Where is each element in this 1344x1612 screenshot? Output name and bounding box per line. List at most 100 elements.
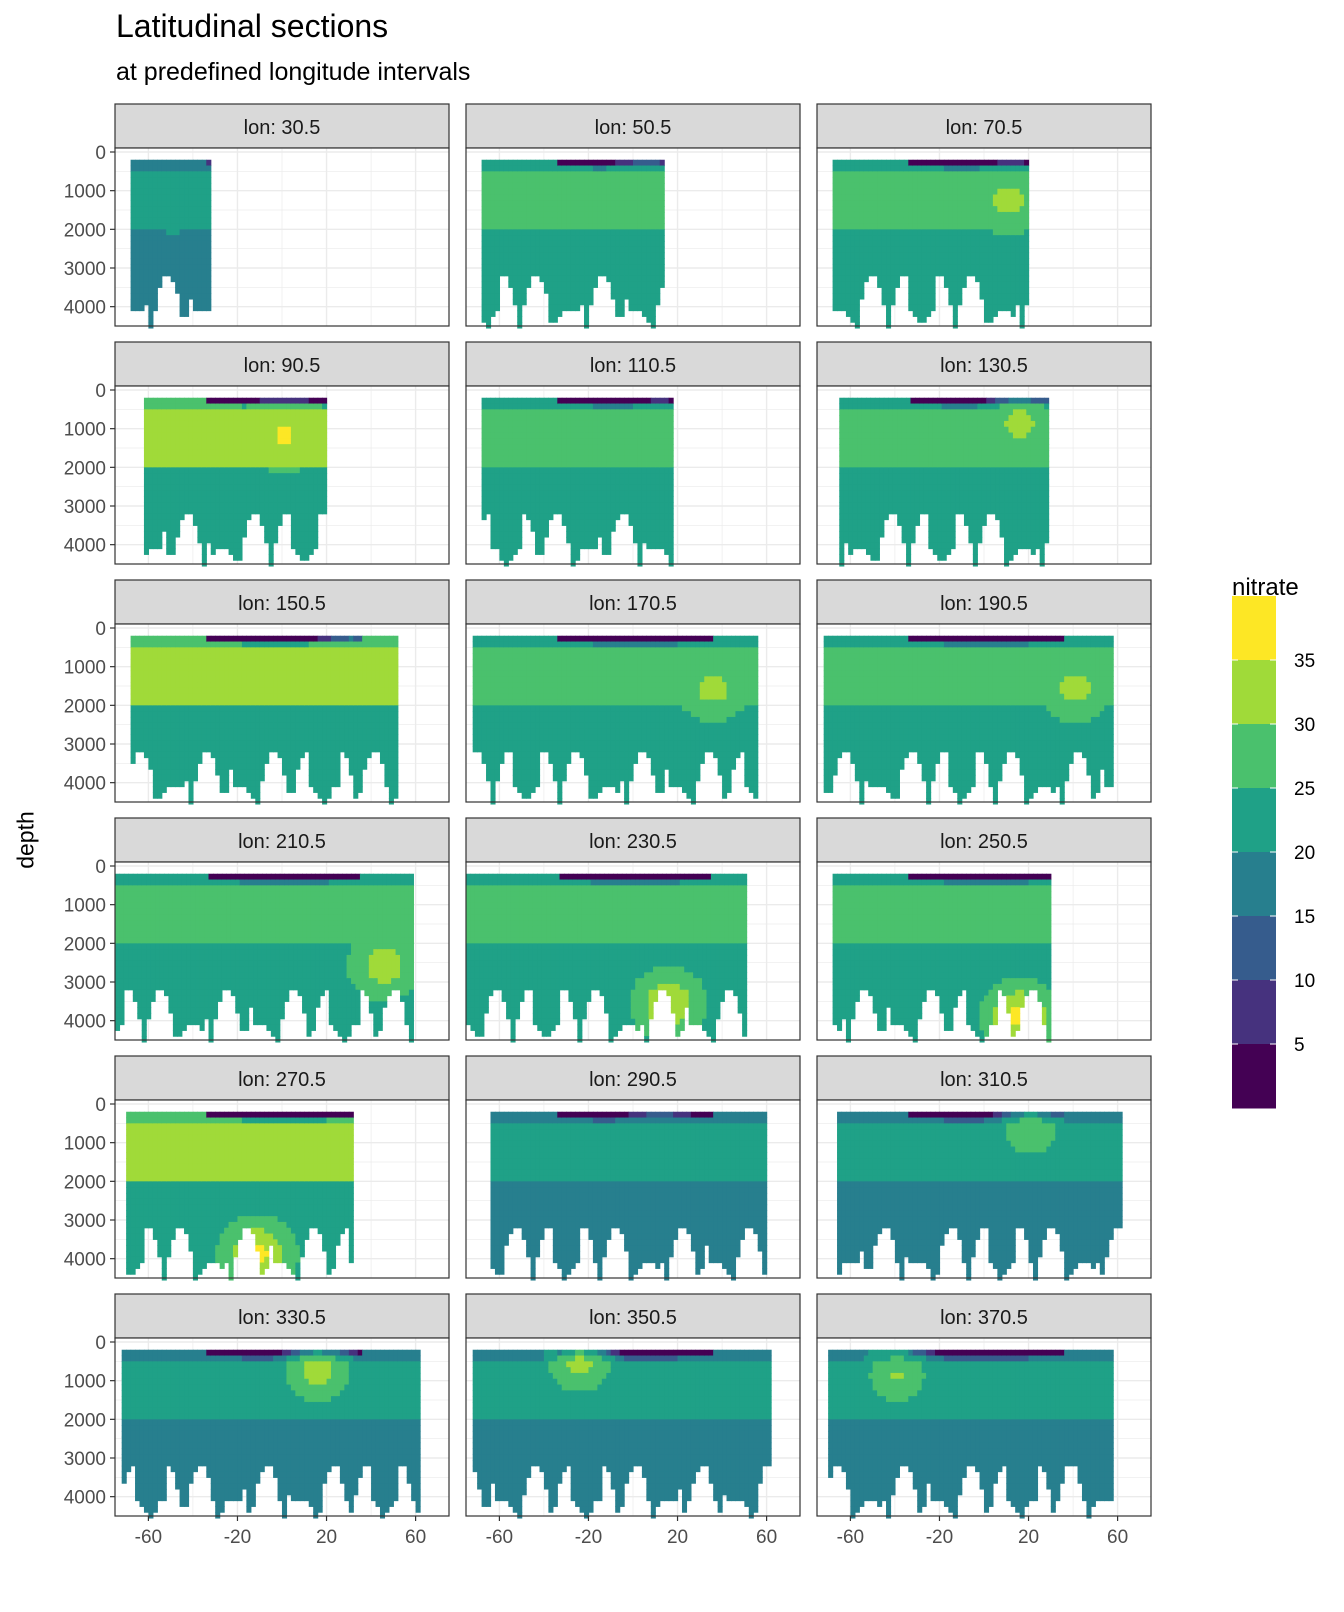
heatmap-cell [166, 195, 171, 201]
heatmap-cell [584, 229, 589, 235]
heatmap-cell [584, 311, 589, 317]
heatmap-cell [1015, 247, 1020, 253]
heatmap-cell [864, 212, 869, 218]
heatmap-cell [588, 473, 593, 479]
heatmap-cell [882, 258, 887, 264]
heatmap-cell [864, 229, 869, 235]
heatmap-cell [853, 473, 858, 479]
heatmap-cell [651, 206, 656, 212]
heatmap-cell [553, 287, 558, 293]
heatmap-cell [611, 253, 616, 259]
heatmap-cell [1002, 195, 1007, 201]
heatmap-cell [562, 415, 567, 421]
heatmap-cell [664, 520, 669, 526]
heatmap-cell [862, 531, 867, 537]
heatmap-cell [877, 282, 882, 288]
heatmap-cell [904, 270, 909, 276]
heatmap-cell [522, 212, 527, 218]
heatmap-cell [233, 409, 238, 415]
heatmap-cell [575, 247, 580, 253]
heatmap-cell [615, 299, 620, 305]
heatmap-cell [517, 543, 522, 549]
heatmap-cell [642, 311, 647, 317]
heatmap-cell [548, 485, 553, 491]
heatmap-cell [273, 508, 278, 514]
heatmap-cell [846, 311, 851, 317]
heatmap-cell [646, 520, 651, 526]
heatmap-cell [602, 229, 607, 235]
heatmap-cell [868, 195, 873, 201]
heatmap-cell [508, 502, 513, 508]
heatmap-cell [508, 212, 513, 218]
heatmap-cell [486, 200, 491, 206]
heatmap-cell [1024, 293, 1029, 299]
heatmap-cell [584, 189, 589, 195]
heatmap-cell [873, 264, 878, 270]
heatmap-cell [1020, 224, 1025, 230]
heatmap-cell [153, 282, 158, 288]
heatmap-cell [620, 409, 625, 415]
heatmap-cell [508, 200, 513, 206]
heatmap-cell [895, 171, 900, 177]
heatmap-cell [269, 409, 274, 415]
heatmap-cell [499, 554, 504, 560]
heatmap-cell [526, 241, 531, 247]
heatmap-cell [197, 212, 202, 218]
heatmap-cell [841, 218, 846, 224]
heatmap-cell [853, 456, 858, 462]
heatmap-cell [522, 462, 527, 468]
heatmap-cell [642, 525, 647, 531]
heatmap-cell [309, 531, 314, 537]
heatmap-cell [571, 502, 576, 508]
heatmap-cell [642, 189, 647, 195]
heatmap-cell [597, 473, 602, 479]
heatmap-cell [864, 206, 869, 212]
heatmap-cell [633, 421, 638, 427]
heatmap-cell [144, 531, 149, 537]
heatmap-cell [615, 450, 620, 456]
facet-label: lon: 110.5 [590, 355, 676, 377]
heatmap-cell [144, 200, 149, 206]
heatmap-cell [588, 195, 593, 201]
heatmap-cell [850, 299, 855, 305]
heatmap-cell [651, 531, 656, 537]
heatmap-cell [615, 479, 620, 485]
heatmap-cell [197, 456, 202, 462]
heatmap-cell [571, 543, 576, 549]
heatmap-cell [264, 520, 269, 526]
heatmap-cell [939, 195, 944, 201]
heatmap-cell [855, 305, 860, 311]
heatmap-cell [175, 525, 180, 531]
heatmap-cell [157, 531, 162, 537]
heatmap-cell [544, 247, 549, 253]
heatmap-cell [899, 160, 904, 166]
heatmap-cell [882, 160, 887, 166]
heatmap-cell [153, 247, 158, 253]
heatmap-cell [993, 287, 998, 293]
heatmap-cell [637, 200, 642, 206]
heatmap-cell [490, 206, 495, 212]
heatmap-cell [593, 438, 598, 444]
heatmap-cell [144, 276, 149, 282]
heatmap-cell [202, 560, 207, 566]
facet-label: lon: 50.5 [595, 117, 672, 139]
heatmap-cell [602, 247, 607, 253]
heatmap-cell [251, 398, 256, 404]
heatmap-cell [562, 160, 567, 166]
heatmap-cell [833, 241, 838, 247]
heatmap-cell [300, 543, 305, 549]
heatmap-cell [233, 531, 238, 537]
heatmap-cell [157, 520, 162, 526]
heatmap-cell [984, 247, 989, 253]
heatmap-cell [993, 247, 998, 253]
heatmap-cell [660, 195, 665, 201]
heatmap-cell [646, 502, 651, 508]
heatmap-cell [877, 195, 882, 201]
heatmap-cell [486, 415, 491, 421]
heatmap-cell [544, 485, 549, 491]
heatmap-cell [291, 456, 296, 462]
heatmap-cell [571, 485, 576, 491]
heatmap-cell [522, 479, 527, 485]
heatmap-cell [566, 229, 571, 235]
heatmap-cell [184, 177, 189, 183]
